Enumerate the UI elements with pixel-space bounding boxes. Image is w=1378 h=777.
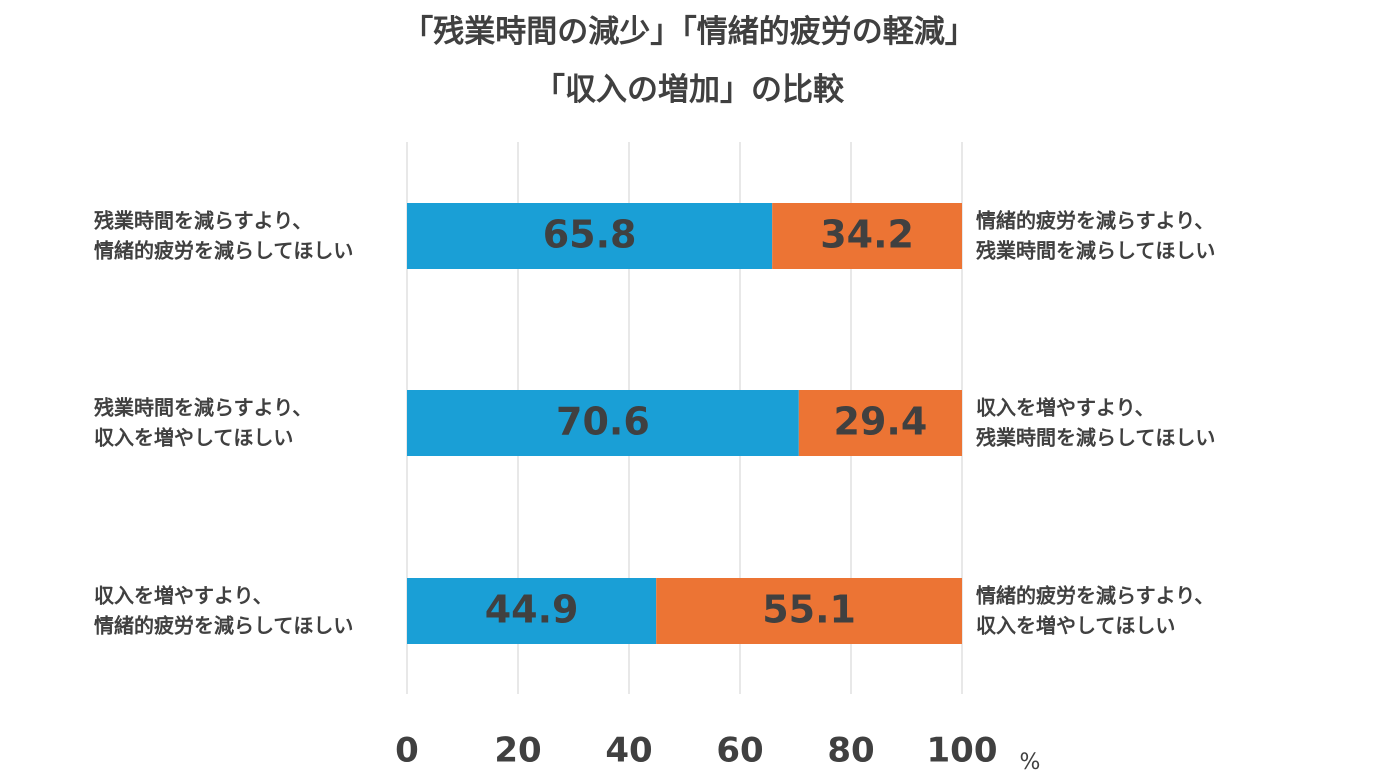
bar-left-row-3 [407, 578, 657, 644]
chart-title-line-1: 「残業時間の減少」「情緒的疲労の軽減」 [402, 14, 976, 50]
x-axis-unit-label: % [1020, 750, 1041, 775]
bar-left-row-1 [407, 203, 773, 269]
right-category-label-row-1-line-2: 残業時間を減らしてほしい [976, 239, 1215, 263]
right-category-label-row-3-line-1: 情緒的疲労を減らすより、 [976, 584, 1214, 608]
chart-title-line-2: 「収入の増加」の比較 [534, 72, 844, 108]
data-label-right-row-1: 34.2 [820, 213, 914, 257]
x-tick-label-0: 0 [395, 731, 419, 771]
x-tick-label-40: 40 [605, 731, 652, 771]
left-category-label-row-2-line-2: 収入を増やしてほしい [94, 426, 293, 450]
bar-left-row-2 [407, 390, 799, 456]
x-tick-label-100: 100 [927, 731, 998, 771]
left-category-label-row-2-line-1: 残業時間を減らすより、 [94, 396, 312, 420]
x-tick-label-20: 20 [494, 731, 541, 771]
left-category-label-row-3-line-2: 情緒的疲労を減らしてほしい [94, 614, 353, 638]
right-category-label-row-2-line-1: 収入を増やすより、 [976, 396, 1155, 420]
bar-right-row-3 [656, 578, 962, 644]
left-category-label-row-3-line-1: 収入を増やすより、 [94, 584, 273, 608]
left-category-label-row-1-line-2: 情緒的疲労を減らしてほしい [94, 239, 353, 263]
data-label-left-row-3: 44.9 [485, 588, 579, 632]
x-tick-label-80: 80 [827, 731, 874, 771]
right-category-label-row-3-line-2: 収入を増やしてほしい [976, 614, 1175, 638]
left-category-label-row-1-line-1: 残業時間を減らすより、 [94, 209, 312, 233]
data-label-right-row-2: 29.4 [834, 400, 928, 444]
data-label-left-row-1: 65.8 [543, 213, 637, 257]
right-category-label-row-2-line-2: 残業時間を減らしてほしい [976, 426, 1215, 450]
data-label-left-row-2: 70.6 [556, 400, 650, 444]
bar-right-row-2 [798, 390, 962, 456]
right-category-label-row-1-line-1: 情緒的疲労を減らすより、 [976, 209, 1214, 233]
x-tick-label-60: 60 [716, 731, 763, 771]
data-label-right-row-3: 55.1 [762, 588, 856, 632]
bar-right-row-1 [772, 203, 962, 269]
